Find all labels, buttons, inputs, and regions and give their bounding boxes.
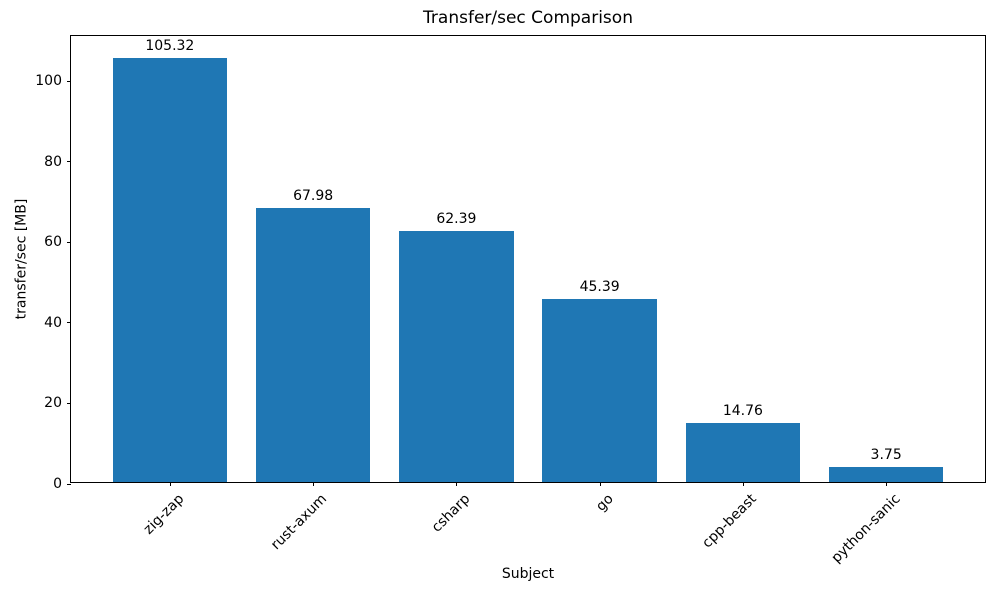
- y-tick-mark: [67, 483, 71, 485]
- bar-value-label: 3.75: [870, 446, 902, 463]
- bar-go: [542, 299, 657, 482]
- x-tick-label-zig-zap: zig-zap: [140, 491, 188, 538]
- x-tick-mark: [742, 482, 744, 486]
- y-axis-label: transfer/sec [MB]: [13, 198, 30, 320]
- x-axis-label: Subject: [501, 566, 555, 582]
- x-tick-mark: [456, 482, 458, 486]
- bar-value-label: 62.39: [436, 210, 477, 227]
- x-tick-label-csharp: csharp: [429, 491, 474, 536]
- bar-value-label: 45.39: [579, 279, 620, 296]
- y-tick-label: 20: [44, 395, 62, 412]
- plot-area: 105.32 zig-zap 67.98 rust-axum 62.39 csharp 45…: [35, 35, 986, 566]
- bar-rust-axum: [255, 208, 371, 482]
- y-tick-mark: [67, 161, 71, 163]
- x-tick-label-rust-axum: rust-axum: [268, 491, 331, 554]
- bar-python-sanic: [828, 466, 944, 482]
- x-tick-label-python-sanic: python-sanic: [828, 491, 904, 567]
- x-tick-mark: [169, 482, 171, 486]
- chart-title: Transfer/sec Comparison: [423, 8, 633, 28]
- bar-zig-zap: [112, 58, 228, 482]
- bar-value-label: 105.32: [145, 38, 195, 55]
- bar-value-label: 67.98: [293, 188, 334, 205]
- bar-cpp-beast: [685, 422, 801, 482]
- bar-value-label: 14.76: [722, 402, 763, 419]
- y-tick-label: 80: [44, 153, 62, 170]
- y-tick-label: 100: [35, 73, 62, 90]
- y-tick-label: 0: [53, 476, 62, 492]
- x-tick-mark: [599, 482, 601, 486]
- x-tick-label-go: go: [593, 491, 617, 515]
- y-tick-mark: [67, 80, 71, 82]
- bar-csharp: [399, 230, 514, 482]
- x-tick-mark: [886, 482, 888, 486]
- y-tick-mark: [67, 402, 71, 404]
- y-tick-mark: [67, 322, 71, 324]
- y-tick-mark: [67, 241, 71, 243]
- y-tick-label: 60: [44, 234, 62, 251]
- y-tick-label: 40: [44, 314, 62, 331]
- x-tick-mark: [313, 482, 315, 486]
- x-tick-label-cpp-beast: cpp-beast: [699, 491, 761, 552]
